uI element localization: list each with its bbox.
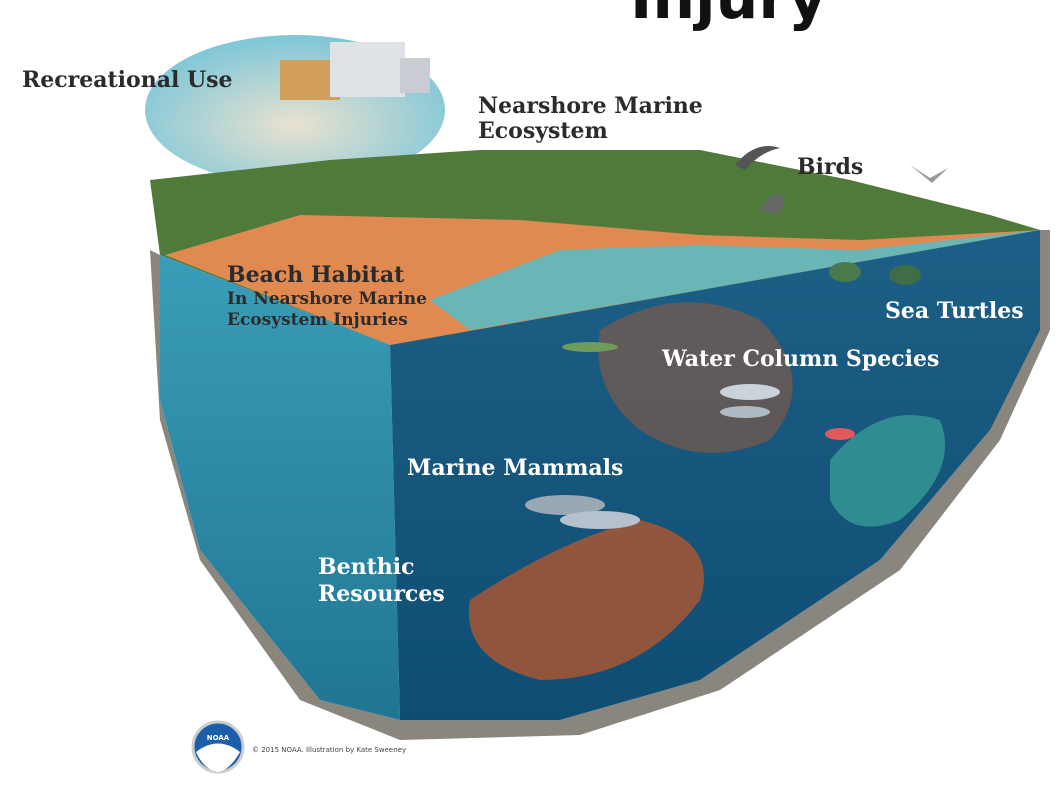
bird xyxy=(735,146,780,170)
label: Benthic Resources xyxy=(318,554,445,607)
label: Recreational Use xyxy=(22,67,233,93)
label: Sea Turtles xyxy=(885,298,1024,324)
bird xyxy=(760,194,785,215)
turtle xyxy=(889,265,921,285)
logo-text: NOAA xyxy=(207,734,230,742)
reef xyxy=(830,415,945,527)
building xyxy=(400,58,430,93)
credit: © 2015 NOAA. Illustration by Kate Sweene… xyxy=(252,746,406,754)
label: Birds xyxy=(797,154,863,180)
turtle xyxy=(829,262,861,282)
heading: Injury xyxy=(630,0,827,33)
water-side xyxy=(160,255,400,720)
label: In Nearshore Marine Ecosystem Injuries xyxy=(227,289,427,330)
ground-rim xyxy=(150,230,1050,740)
fish xyxy=(720,384,780,400)
label: Marine Mammals xyxy=(407,455,623,481)
fish xyxy=(720,406,770,418)
fish xyxy=(825,428,855,440)
label: Nearshore Marine Ecosystem xyxy=(478,93,703,144)
fish xyxy=(562,342,618,352)
oil-plume xyxy=(468,520,704,680)
shallow-water xyxy=(430,230,1040,330)
label: Beach Habitat xyxy=(227,262,405,288)
bird xyxy=(910,165,948,183)
dolphin xyxy=(525,495,605,515)
building xyxy=(330,42,405,97)
dolphin xyxy=(560,511,640,529)
label: Water Column Species xyxy=(661,346,939,372)
logo-wave xyxy=(196,743,240,772)
